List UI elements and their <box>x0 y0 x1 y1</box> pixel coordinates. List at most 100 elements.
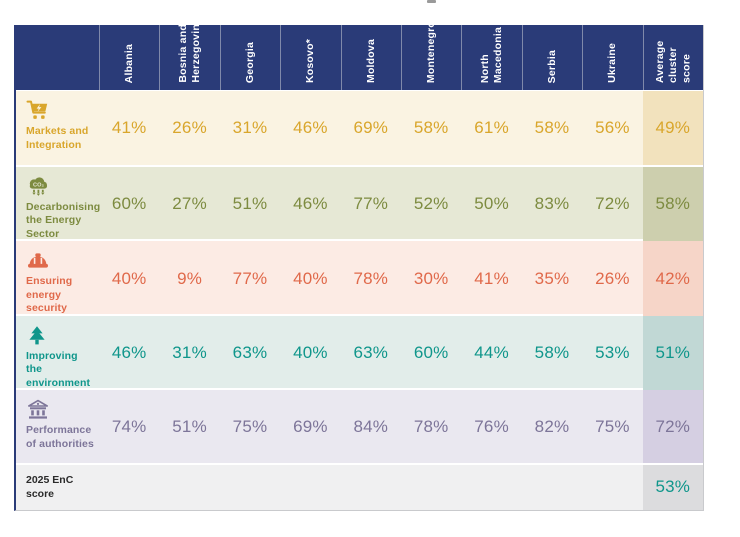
score-cell: 60% <box>111 194 147 214</box>
svg-text:CO₂: CO₂ <box>33 182 44 188</box>
country-column-header: Serbia <box>521 25 582 90</box>
score-cell: 75% <box>595 416 630 436</box>
score-cell: 30% <box>413 268 449 288</box>
column-header-label: North Macedonia <box>478 26 505 83</box>
column-header-label: Ukraine <box>606 43 619 83</box>
score-cell: 53% <box>595 343 630 363</box>
score-cell: 78% <box>413 416 449 436</box>
table-header-row: Albania Bosnia and Herzegovina Georgia Koso… <box>16 25 703 90</box>
category-label: Markets and Integration <box>26 125 89 151</box>
column-header-label: Albania <box>123 43 136 83</box>
column-header-label: Moldova <box>364 39 377 83</box>
category-row: CO₂ Decarbonising the Energy Sector 60% 27… <box>16 164 703 242</box>
score-cell: 69% <box>293 416 328 436</box>
country-column-header: Montenegro <box>401 25 461 90</box>
score-cell: 72% <box>595 194 630 214</box>
enc-score-value-cell: 53% <box>642 464 703 510</box>
category-label: Ensuring energy security <box>26 275 73 315</box>
score-cell: 77% <box>353 194 389 214</box>
score-cell: 58% <box>534 343 570 363</box>
category-row: Ensuring energy security 40% 9% 77% 40% 78% 30… <box>16 239 703 317</box>
enc-score-label-cell: 2025 EnC score <box>16 465 99 510</box>
score-cell: 44% <box>474 343 509 363</box>
country-column-header: Albania <box>99 25 159 90</box>
scorecard-table: Albania Bosnia and Herzegovina Georgia Koso… <box>14 25 704 511</box>
category-label-cell: Markets and Integration <box>16 91 99 165</box>
country-column-header: Ukraine <box>582 25 642 90</box>
category-label-cell: Performance of authorities <box>16 390 99 463</box>
bank-icon <box>26 399 50 421</box>
column-header-label: Montenegro <box>425 25 438 83</box>
category-row: Markets and Integration 41% 26% 31% 46% 69% 58… <box>16 90 703 165</box>
shopping-cart-bolt-icon <box>26 100 50 122</box>
enc-score-row: 2025 EnC score 53% <box>16 462 703 510</box>
score-cell: 74% <box>111 416 147 436</box>
score-cell: 63% <box>353 343 389 363</box>
score-cell: 41% <box>111 117 147 137</box>
score-cell: 50% <box>474 194 509 214</box>
score-cell: 83% <box>534 194 570 214</box>
average-score-cell: 51% <box>642 315 703 391</box>
column-header-label: Serbia <box>545 49 558 83</box>
co2-cloud-icon: CO₂ <box>26 176 50 198</box>
table-body: Markets and Integration 41% 26% 31% 46% 69% 58… <box>16 90 703 463</box>
score-cell: 63% <box>232 343 268 363</box>
score-cell: 35% <box>534 268 570 288</box>
column-header-label: Georgia <box>243 41 256 83</box>
score-cell: 26% <box>172 117 207 137</box>
pine-tree-icon <box>26 325 48 347</box>
score-cell: 69% <box>353 117 389 137</box>
corner-header-cell <box>16 25 99 90</box>
score-cell: 56% <box>595 117 630 137</box>
score-cell: 40% <box>111 268 147 288</box>
score-cell: 51% <box>232 194 268 214</box>
enc-score-label: 2025 EnC score <box>26 474 74 501</box>
column-header-label: Kosovo* <box>304 39 317 83</box>
average-score-cell: 72% <box>642 390 703 463</box>
score-cell: 82% <box>534 416 570 436</box>
average-column-header: Average cluster score <box>642 25 703 90</box>
score-cell: 84% <box>353 416 389 436</box>
average-score-cell: 58% <box>642 166 703 242</box>
score-cell: 78% <box>353 268 389 288</box>
country-column-header: Moldova <box>340 25 401 90</box>
score-cell: 75% <box>232 416 268 436</box>
score-cell: 40% <box>293 268 328 288</box>
score-cell: 58% <box>534 117 570 137</box>
category-label-cell: Improving the environment <box>16 316 99 391</box>
average-score-cell: 42% <box>642 241 703 317</box>
country-column-header: Georgia <box>219 25 280 90</box>
score-cell: 27% <box>172 194 207 214</box>
score-cell: 26% <box>595 268 630 288</box>
cropped-title-fragment <box>427 0 436 3</box>
category-row: Performance of authorities 74% 51% 75% 69% 84… <box>16 388 703 463</box>
category-label-cell: CO₂ Decarbonising the Energy Sector <box>16 167 101 242</box>
score-cell: 41% <box>474 268 509 288</box>
column-header-label: Average cluster score <box>653 40 692 83</box>
category-row: Improving the environment 46% 31% 63% 40% 63%… <box>16 313 703 391</box>
country-column-header: Bosnia and Herzegovina <box>159 25 219 90</box>
category-label-cell: Ensuring energy security <box>16 241 99 316</box>
score-cell: 58% <box>413 117 449 137</box>
score-cell: 61% <box>474 117 509 137</box>
score-cell: 31% <box>232 117 268 137</box>
score-cell: 77% <box>232 268 268 288</box>
enc-score-empty-cells <box>99 465 643 510</box>
score-cell: 40% <box>293 343 328 363</box>
category-label: Decarbonising the Energy Sector <box>26 200 101 240</box>
average-score-cell: 49% <box>642 91 703 165</box>
column-header-label: Bosnia and Herzegovina <box>176 25 203 83</box>
score-cell: 52% <box>413 194 449 214</box>
score-cell: 46% <box>293 194 328 214</box>
score-cell: 76% <box>474 416 509 436</box>
score-cell: 46% <box>111 343 147 363</box>
country-column-header: Kosovo* <box>280 25 340 90</box>
score-cell: 31% <box>172 343 207 363</box>
hard-hat-icon <box>26 250 50 272</box>
score-cell: 9% <box>177 268 203 288</box>
country-column-header: North Macedonia <box>461 25 521 90</box>
category-label: Improving the environment <box>26 349 91 390</box>
category-label: Performance of authorities <box>26 424 94 451</box>
score-cell: 60% <box>413 343 449 363</box>
score-cell: 46% <box>293 117 328 137</box>
